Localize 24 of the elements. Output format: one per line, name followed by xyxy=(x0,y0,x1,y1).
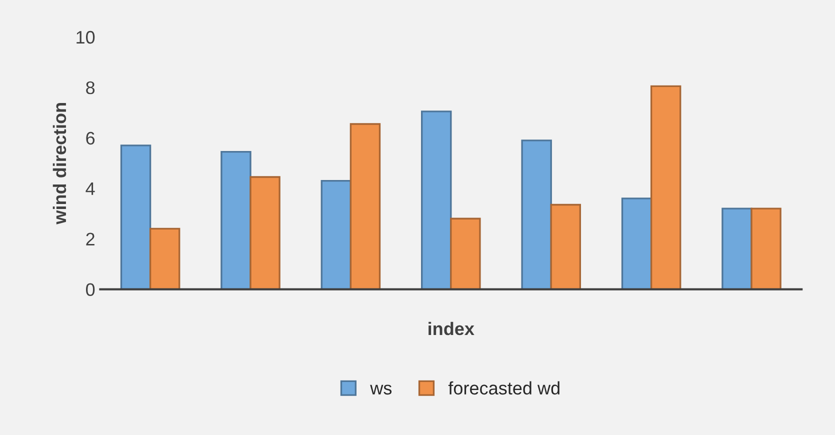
y-tick-label: 6 xyxy=(86,132,95,145)
bar xyxy=(722,208,752,290)
bar xyxy=(621,198,652,290)
y-tick-label: 0 xyxy=(86,283,95,296)
y-tick-label: 10 xyxy=(76,30,95,44)
bar xyxy=(149,228,180,290)
y-tick-label: 2 xyxy=(86,232,94,246)
legend-label: ws xyxy=(370,384,392,395)
y-tick-label: 8 xyxy=(86,81,95,94)
legend-label: forecasted wd xyxy=(448,381,560,395)
bar xyxy=(421,110,452,290)
bar xyxy=(220,150,252,290)
bar xyxy=(250,176,280,290)
bar xyxy=(320,180,352,290)
y-tick-label: 4 xyxy=(86,182,95,195)
bar xyxy=(521,140,552,290)
bar xyxy=(120,144,152,290)
y-axis-title: wind direction xyxy=(52,103,66,224)
bar xyxy=(350,123,381,290)
x-axis-title: index xyxy=(428,322,474,336)
bar xyxy=(450,218,481,290)
bar xyxy=(750,208,782,290)
bar xyxy=(550,204,581,290)
bar xyxy=(650,85,682,290)
